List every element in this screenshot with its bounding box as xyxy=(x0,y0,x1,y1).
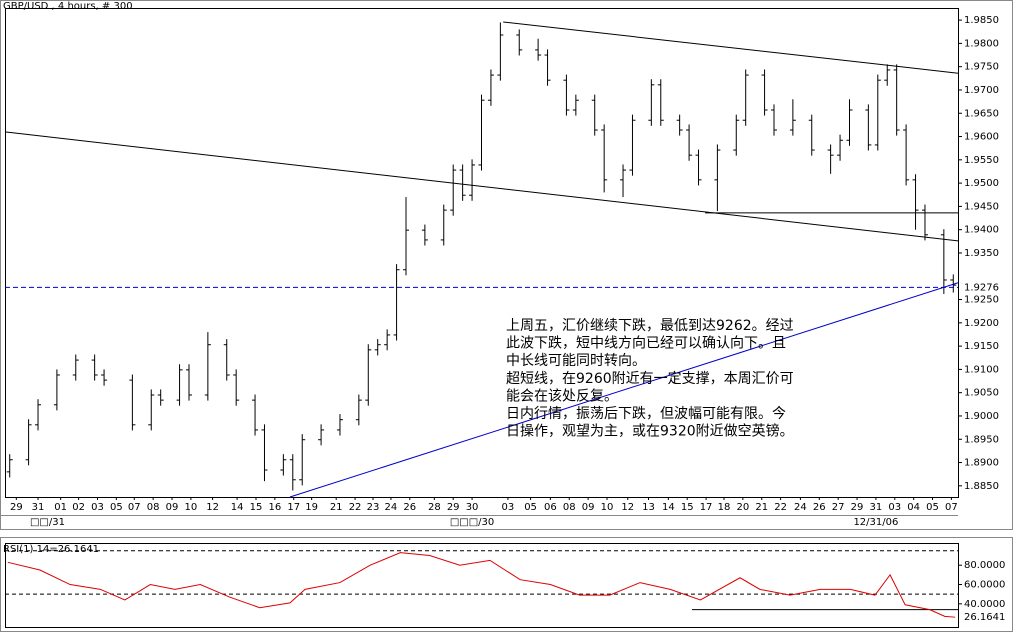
rsi-frame xyxy=(0,537,1013,632)
y-tick-label: 1.8850 xyxy=(964,481,999,492)
annotation: 能会在该处反复。 xyxy=(506,387,618,404)
x-tick-label: 31 xyxy=(32,502,45,513)
x-tick-label: 12 xyxy=(621,502,634,513)
trend-line xyxy=(289,282,959,498)
x-tick-label: 12 xyxy=(206,502,219,513)
y-tick-label: 1.9100 xyxy=(964,364,999,375)
x-tick-label: 23 xyxy=(367,502,380,513)
x-tick-label: 07 xyxy=(945,502,958,513)
x-tick-label: 09 xyxy=(166,502,179,513)
y-tick-label: 1.9200 xyxy=(964,318,999,329)
x-tick-label: 01 xyxy=(54,502,67,513)
x-tick-label: 29 xyxy=(10,502,23,513)
plot-frame xyxy=(5,8,959,498)
x-tick-label: 24 xyxy=(794,502,807,513)
x-tick-label: 03 xyxy=(91,502,104,513)
y-tick-label: 1.9450 xyxy=(964,201,999,212)
x-tick-label: 19 xyxy=(305,502,318,513)
annotation: 超短线，在9260附近有一定支撑，本周汇价可 xyxy=(506,371,794,387)
x-tick-label: 27 xyxy=(832,502,845,513)
y-tick-label: 1.9600 xyxy=(964,132,999,143)
x-tick-label: 20 xyxy=(737,502,750,513)
x-tick-label: 05 xyxy=(110,502,123,513)
x-tick-label: 13 xyxy=(642,502,655,513)
rsi-last-label: 26.1641 xyxy=(964,612,1005,623)
y-tick-label: 1.9050 xyxy=(964,388,999,399)
rsi-title: RSI(1) 14=26.1641 xyxy=(3,544,99,555)
y-tick-label: 1.9400 xyxy=(964,225,999,236)
y-tick-label: 1.9850 xyxy=(964,15,999,26)
price-label-box xyxy=(960,281,1010,294)
y-tick-label: 1.9700 xyxy=(964,85,999,96)
x-tick-label: 29 xyxy=(851,502,864,513)
x-tick-label: 07 xyxy=(128,502,141,513)
chart-title: GBP/USD , 4 hours, # 300 xyxy=(3,1,133,12)
x-period-label: 12/31/06 xyxy=(853,517,898,528)
x-tick-label: 21 xyxy=(330,502,343,513)
x-tick-label: 26 xyxy=(403,502,416,513)
x-tick-label: 10 xyxy=(185,502,198,513)
x-tick-label: 24 xyxy=(385,502,398,513)
main-frame xyxy=(0,0,1013,530)
x-tick-label: 16 xyxy=(268,502,281,513)
x-tick-label: 21 xyxy=(755,502,768,513)
annotation: 此波下跌，短中线方向已经可以确认向下。且 xyxy=(506,336,786,352)
trend-line xyxy=(503,21,959,74)
x-tick-label: 03 xyxy=(888,502,901,513)
y-tick-label: 1.9350 xyxy=(964,248,999,259)
x-tick-label: 09 xyxy=(582,502,595,513)
x-tick-label: 17 xyxy=(287,502,300,513)
y-tick-label: 1.9250 xyxy=(964,295,999,306)
x-tick-label: 18 xyxy=(718,502,731,513)
x-tick-label: 03 xyxy=(502,502,515,513)
x-period-label: □□/31 xyxy=(30,517,65,528)
x-tick-label: 14 xyxy=(231,502,244,513)
x-tick-label: 05 xyxy=(926,502,939,513)
annotation: 日操作，观望为主，或在9320附近做空英镑。 xyxy=(506,423,794,440)
y-tick-label: 1.9150 xyxy=(964,341,999,352)
x-tick-label: 30 xyxy=(466,502,479,513)
annotation: 中长线可能同时转向。 xyxy=(506,353,646,369)
x-tick-label: 29 xyxy=(447,502,460,513)
x-tick-label: 14 xyxy=(662,502,675,513)
y-tick-label: 1.9650 xyxy=(964,108,999,119)
y-tick-label: 40.0000 xyxy=(964,599,1005,610)
x-period-label: □□□/30 xyxy=(450,517,494,528)
y-tick-label: 1.9800 xyxy=(964,38,999,49)
y-tick-label: 1.8950 xyxy=(964,434,999,445)
y-tick-label: 1.9500 xyxy=(964,178,999,189)
price-label: 1.9276 xyxy=(964,282,999,293)
trend-line xyxy=(4,131,959,242)
x-tick-label: 22 xyxy=(774,502,787,513)
y-tick-label: 60.0000 xyxy=(964,580,1005,591)
annotation: 日内行情，振荡后下跌，但波幅可能有限。今 xyxy=(506,406,786,422)
x-tick-label: 31 xyxy=(870,502,883,513)
rsi-plot-frame xyxy=(5,543,959,628)
y-tick-label: 1.8900 xyxy=(964,458,999,469)
x-tick-label: 22 xyxy=(349,502,362,513)
rsi-line xyxy=(7,552,956,618)
x-tick-label: 17 xyxy=(700,502,713,513)
x-tick-label: 08 xyxy=(147,502,160,513)
x-tick-label: 10 xyxy=(601,502,614,513)
x-tick-label: 08 xyxy=(563,502,576,513)
y-tick-label: 1.9550 xyxy=(964,155,999,166)
x-tick-label: 05 xyxy=(524,502,537,513)
x-tick-label: 15 xyxy=(681,502,694,513)
y-tick-label: 1.9000 xyxy=(964,411,999,422)
x-tick-label: 26 xyxy=(813,502,826,513)
annotation: 上周五，汇价继续下跌，最低到达9262。经过 xyxy=(506,317,794,334)
x-tick-label: 02 xyxy=(72,502,85,513)
x-tick-label: 28 xyxy=(428,502,441,513)
y-tick-label: 80.0000 xyxy=(964,560,1005,571)
y-tick-label: 1.9750 xyxy=(964,62,999,73)
x-tick-label: 04 xyxy=(907,502,920,513)
x-tick-label: 06 xyxy=(544,502,557,513)
x-tick-label: 15 xyxy=(250,502,263,513)
